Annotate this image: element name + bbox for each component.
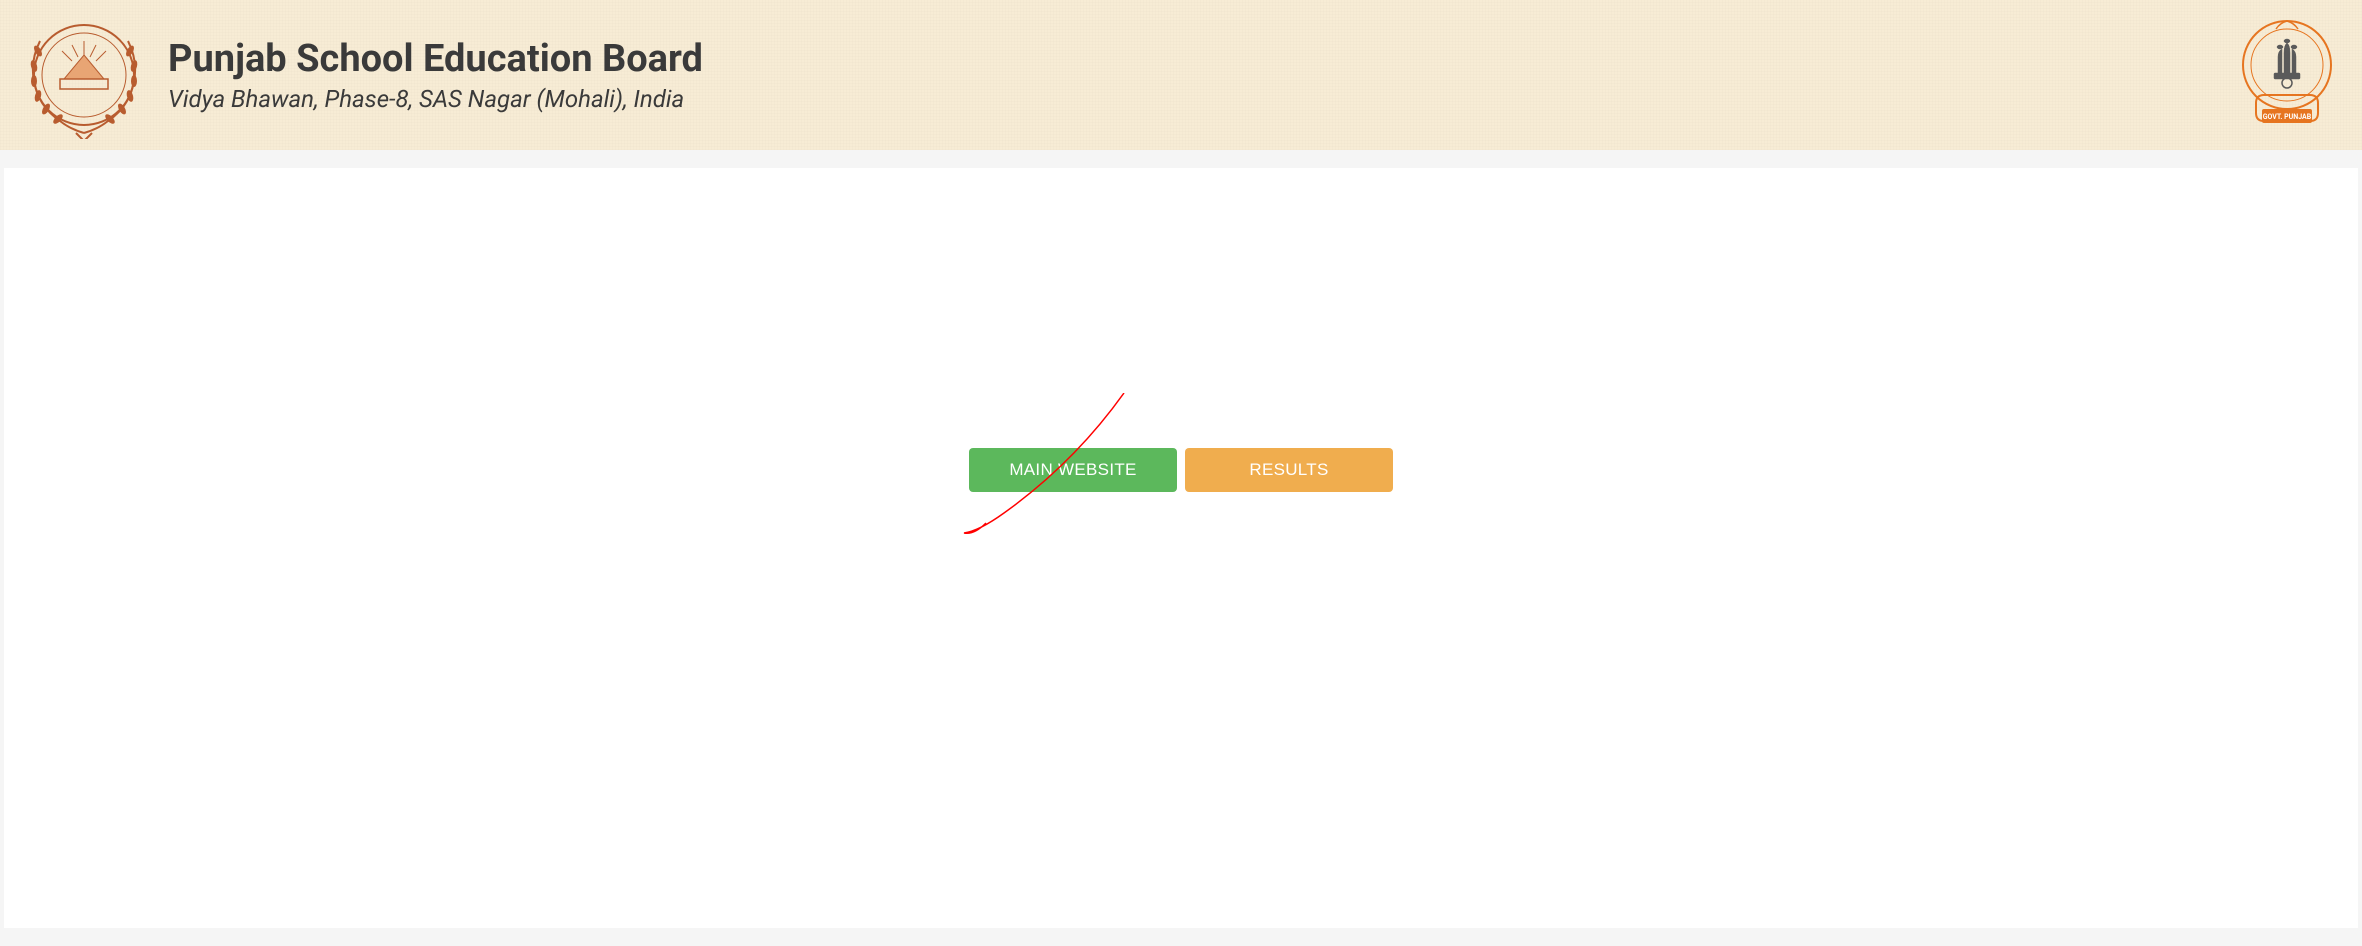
results-button[interactable]: RESULTS	[1185, 448, 1393, 492]
main-content: MAIN WEBSITE RESULTS	[4, 168, 2358, 928]
page-header: Punjab School Education Board Vidya Bhaw…	[0, 0, 2362, 150]
main-website-button[interactable]: MAIN WEBSITE	[969, 448, 1177, 492]
pseb-logo	[20, 11, 148, 139]
page-subtitle: Vidya Bhawan, Phase-8, SAS Nagar (Mohali…	[168, 85, 2232, 113]
header-text-block: Punjab School Education Board Vidya Bhaw…	[168, 37, 2232, 113]
govt-punjab-text: GOVT. PUNJAB	[2263, 113, 2312, 121]
button-group: MAIN WEBSITE RESULTS	[969, 448, 1393, 492]
page-title: Punjab School Education Board	[168, 37, 2232, 83]
govt-punjab-logo: GOVT. PUNJAB	[2232, 15, 2342, 135]
